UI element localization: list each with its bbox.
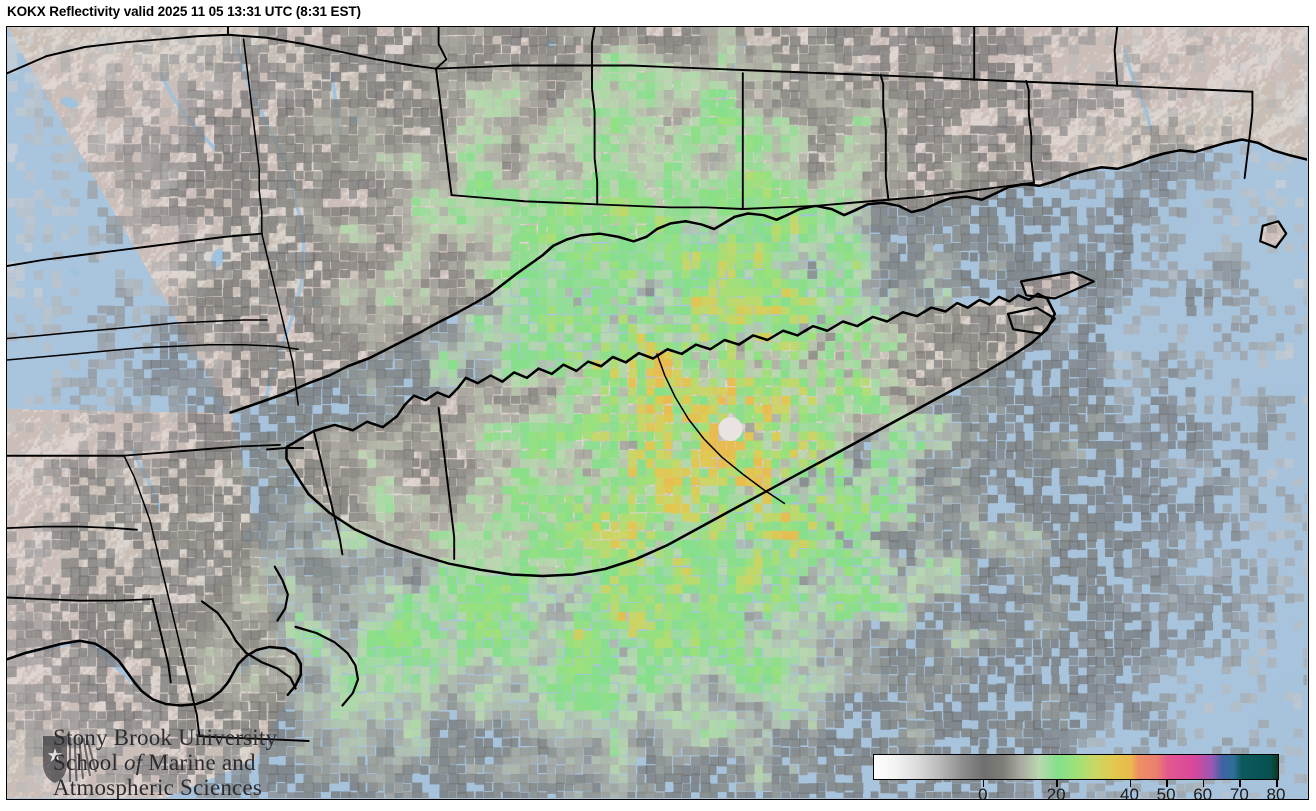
- colorbar-tick-70: [1239, 780, 1241, 787]
- shield-icon: [43, 736, 98, 783]
- colorbar-tick-60: [1202, 780, 1205, 787]
- page-title: KOKX Reflectivity valid 2025 11 05 13:31…: [7, 4, 361, 19]
- logo-text-block: Stony Brook University School of Marine …: [53, 725, 311, 800]
- political-boundary-layer: [7, 27, 1307, 798]
- logo-school-of: of: [124, 750, 143, 775]
- colorbar-gradient: [874, 755, 1278, 779]
- colorbar-tick-marks: [873, 780, 1279, 787]
- colorbar-tick-0: [982, 780, 985, 787]
- logo-line-department: Atmospheric Sciences: [53, 775, 263, 800]
- colorbar-box: [873, 754, 1279, 780]
- reflectivity-colorbar[interactable]: 0 20 40 50 60 70 80: [873, 754, 1291, 800]
- colorbar-label-50: 50: [1156, 785, 1176, 800]
- colorbar-label-20: 20: [1046, 785, 1066, 800]
- colorbar-label-40: 40: [1120, 785, 1139, 800]
- colorbar-label-0: 0: [978, 785, 988, 800]
- colorbar-tick-labels: 0 20 40 50 60 70 80: [873, 785, 1285, 800]
- logo-school-b: Marine and: [142, 750, 256, 775]
- colorbar-label-70: 70: [1229, 785, 1249, 800]
- logo-line-school: School of Marine and: [53, 750, 256, 776]
- colorbar-tick-80: [1276, 780, 1278, 787]
- stony-brook-somas-logo: [41, 731, 311, 799]
- radar-map-panel[interactable]: 0 20 40 50 60 70 80 Stony Brook University Sch…: [6, 26, 1309, 800]
- colorbar-tick-40: [1129, 780, 1131, 787]
- logo-line-university: Stony Brook University: [53, 725, 278, 750]
- colorbar-label-80: 80: [1266, 785, 1286, 800]
- colorbar-tick-50: [1166, 780, 1168, 787]
- map-canvas-stack[interactable]: [7, 27, 1307, 798]
- logo-school-a: School: [53, 750, 125, 775]
- colorbar-label-60: 60: [1193, 785, 1213, 800]
- title-bar: KOKX Reflectivity valid 2025 11 05 13:31…: [0, 0, 1316, 26]
- colorbar-tick-20: [1056, 780, 1058, 787]
